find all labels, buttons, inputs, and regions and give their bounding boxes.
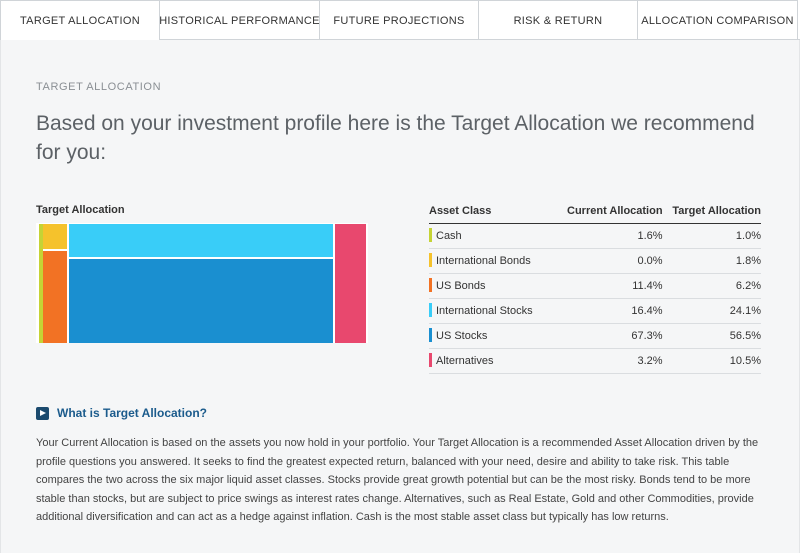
swatch-icon [429, 277, 432, 292]
asset-cell: Cash [429, 223, 568, 249]
asset-cell: International Stocks [429, 298, 568, 324]
tab-target-allocation[interactable]: TARGET ALLOCATION [0, 0, 160, 40]
page-title: Based on your investment profile here is… [36, 112, 755, 164]
tab-risk-return[interactable]: RISK & RETURN [479, 0, 638, 40]
current-value: 0.0% [567, 248, 663, 274]
current-value: 67.3% [567, 323, 663, 349]
allocation-treemap [36, 223, 368, 343]
target-value: 1.0% [662, 223, 761, 249]
swatch-icon [429, 227, 432, 242]
swatch-icon [429, 302, 432, 317]
swatch-icon [429, 327, 432, 342]
table-row: International Bonds 0.0% 1.8% [429, 248, 761, 274]
col-current-allocation: Current Allocation [567, 200, 663, 224]
asset-cell: US Bonds [429, 273, 568, 299]
table-row: Cash 1.6% 1.0% [429, 223, 761, 249]
swatch-icon [429, 252, 432, 267]
target-value: 10.5% [662, 348, 761, 374]
current-value: 16.4% [567, 298, 663, 324]
treemap-cell-international-stocks [69, 224, 333, 257]
current-value: 3.2% [567, 348, 663, 374]
asset-name: US Stocks [436, 329, 488, 342]
what-link-label: What is Target Allocation? [57, 406, 208, 420]
description-text: Your Current Allocation is based on the … [36, 437, 759, 523]
tab-bar: TARGET ALLOCATION HISTORICAL PERFORMANCE… [0, 0, 800, 40]
tab-allocation-comparison[interactable]: ALLOCATION COMPARISON [638, 0, 798, 40]
asset-name: US Bonds [436, 279, 486, 292]
treemap-cell-us-bonds [43, 251, 67, 343]
treemap-cell-us-stocks [69, 259, 333, 343]
asset-name: Cash [436, 229, 462, 242]
table-row: US Bonds 11.4% 6.2% [429, 273, 761, 299]
what-is-target-allocation-link[interactable]: What is Target Allocation? [36, 406, 207, 420]
current-value: 11.4% [567, 273, 663, 299]
asset-name: International Stocks [436, 304, 533, 317]
table-row: International Stocks 16.4% 24.1% [429, 298, 761, 324]
play-icon [36, 406, 49, 420]
section-eyebrow: TARGET ALLOCATION [36, 81, 162, 93]
table-header-row: Asset Class Current Allocation Target Al… [429, 200, 761, 224]
col-target-allocation: Target Allocation [662, 200, 761, 224]
asset-name: Alternatives [436, 354, 494, 367]
target-value: 56.5% [662, 323, 761, 349]
table-row: Alternatives 3.2% 10.5% [429, 348, 761, 374]
target-value: 24.1% [662, 298, 761, 324]
treemap-cell-alternatives [335, 224, 366, 343]
table-row: US Stocks 67.3% 56.5% [429, 323, 761, 349]
current-value: 1.6% [567, 223, 663, 249]
target-value: 6.2% [662, 273, 761, 299]
target-value: 1.8% [662, 248, 761, 274]
main-content: TARGET ALLOCATION Based on your investme… [0, 40, 800, 553]
asset-cell: Alternatives [429, 348, 568, 374]
treemap-cell-cash [39, 224, 43, 343]
asset-cell: US Stocks [429, 323, 568, 349]
chart-title: Target Allocation [36, 204, 125, 216]
allocation-table: Asset Class Current Allocation Target Al… [429, 200, 761, 374]
asset-cell: International Bonds [429, 248, 568, 274]
asset-name: International Bonds [436, 254, 531, 267]
swatch-icon [429, 352, 432, 367]
col-asset-class: Asset Class [429, 200, 568, 224]
tab-future-projections[interactable]: FUTURE PROJECTIONS [320, 0, 479, 40]
tab-historical-performance[interactable]: HISTORICAL PERFORMANCE [159, 0, 320, 40]
treemap-cell-international-bonds [43, 224, 67, 249]
